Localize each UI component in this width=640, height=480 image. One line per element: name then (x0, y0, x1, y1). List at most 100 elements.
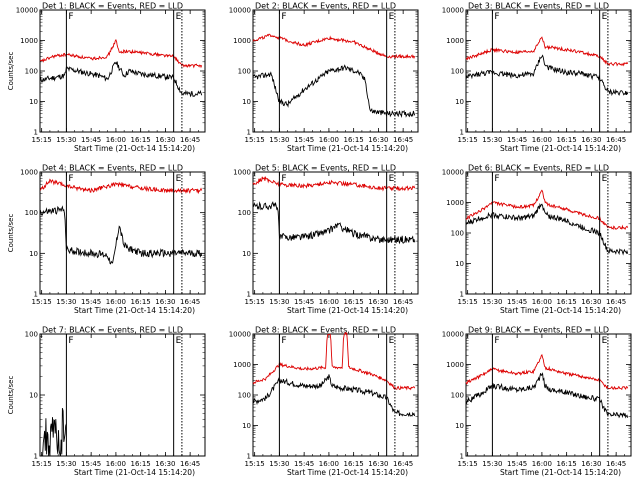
event-marker-label: F (68, 336, 73, 346)
x-tick-label: 16:00 (319, 298, 339, 306)
event-marker-label: E (602, 174, 608, 184)
detector-panel-9: Det 9: BLACK = Events, RED = LLD 15:15 15:… (442, 326, 632, 477)
y-tick-label: 1 (460, 453, 464, 461)
events-series-line (465, 202, 629, 256)
x-tick-label: 16:45 (393, 460, 413, 468)
x-tick-label: 15:30 (56, 298, 76, 306)
y-tick-label: 1000 (233, 169, 251, 177)
y-tick-label: 10000 (229, 7, 251, 15)
y-tick-label: 1 (247, 129, 251, 137)
y-tick-label: 10 (242, 250, 251, 258)
y-tick-label: 1 (247, 291, 251, 299)
chart-title: Det 4: BLACK = Events, RED = LLD (42, 164, 183, 173)
x-tick-label: 15:45 (294, 298, 314, 306)
x-axis-label: Start Time (21-Oct-14 15:14:20) (74, 144, 195, 153)
y-tick-label: 1000 (446, 361, 464, 369)
x-tick-label: 16:45 (606, 136, 626, 144)
detector-panel-4: Det 4: BLACK = Events, RED = LLD 15:15 15:… (7, 164, 206, 315)
lld-series-line (465, 189, 629, 231)
chart-title: Det 5: BLACK = Events, RED = LLD (255, 164, 396, 173)
events-series-line (465, 372, 629, 419)
y-tick-label: 100 (238, 68, 251, 76)
x-tick-label: 16:45 (180, 460, 200, 468)
y-axis-label: Counts/sec (7, 52, 15, 91)
y-axis-label: Counts/sec (7, 214, 15, 253)
event-marker-label: F (281, 12, 286, 22)
y-axis-label: Counts/sec (7, 376, 15, 415)
y-tick-label: 10000 (442, 169, 464, 177)
x-tick-label: 16:00 (532, 460, 552, 468)
x-tick-label: 15:45 (507, 298, 527, 306)
y-tick-label: 100 (451, 230, 464, 238)
x-tick-label: 15:30 (482, 460, 502, 468)
lld-series-line (39, 38, 203, 69)
x-tick-label: 16:00 (106, 136, 126, 144)
x-tick-label: 15:30 (269, 298, 289, 306)
x-tick-label: 15:30 (269, 136, 289, 144)
y-tick-label: 1000 (20, 37, 38, 45)
chart-title: Det 2: BLACK = Events, RED = LLD (255, 2, 396, 11)
y-tick-label: 1 (34, 453, 38, 461)
y-tick-label: 100 (25, 209, 38, 217)
x-tick-label: 16:15 (557, 460, 577, 468)
x-tick-label: 16:00 (319, 460, 339, 468)
events-series-line (39, 205, 203, 265)
event-marker-label: F (494, 336, 499, 346)
x-tick-label: 16:45 (180, 298, 200, 306)
x-axis-label: Start Time (21-Oct-14 15:14:20) (74, 468, 195, 477)
lld-series-line (252, 176, 416, 192)
x-tick-label: 15:30 (269, 460, 289, 468)
plot-frame (39, 9, 206, 133)
x-tick-label: 15:15 (458, 136, 478, 144)
x-tick-label: 16:15 (557, 136, 577, 144)
x-tick-label: 15:15 (245, 298, 265, 306)
x-tick-label: 15:30 (56, 136, 76, 144)
x-tick-label: 15:45 (507, 460, 527, 468)
events-series-line (252, 201, 416, 245)
x-tick-label: 15:45 (294, 136, 314, 144)
event-marker-label: E (176, 12, 182, 22)
event-marker-label: E (389, 336, 395, 346)
x-axis-label: Start Time (21-Oct-14 15:14:20) (287, 306, 408, 315)
y-tick-label: 1 (34, 291, 38, 299)
y-tick-label: 1 (34, 129, 38, 137)
detector-panel-7: Det 7: BLACK = Events, RED = LLD 15:15 15:… (7, 326, 206, 477)
chart-title: Det 7: BLACK = Events, RED = LLD (42, 326, 183, 335)
x-tick-label: 16:00 (106, 298, 126, 306)
x-tick-label: 15:15 (458, 298, 478, 306)
y-tick-label: 10000 (442, 331, 464, 339)
event-marker-label: E (602, 12, 608, 22)
x-tick-label: 16:00 (319, 136, 339, 144)
y-tick-label: 1000 (233, 361, 251, 369)
event-marker-label: F (494, 12, 499, 22)
x-tick-label: 16:15 (557, 298, 577, 306)
plot-frame (465, 333, 632, 457)
y-tick-label: 100 (238, 209, 251, 217)
lld-series-line (465, 353, 629, 391)
x-axis-label: Start Time (21-Oct-14 15:14:20) (287, 144, 408, 153)
event-marker-label: E (176, 174, 182, 184)
lld-series-line (252, 33, 416, 60)
x-tick-label: 15:45 (81, 136, 101, 144)
y-tick-label: 10 (455, 260, 464, 268)
x-tick-label: 16:30 (155, 460, 175, 468)
event-marker-label: F (281, 174, 286, 184)
y-tick-label: 1000 (233, 37, 251, 45)
event-marker-label: F (68, 12, 73, 22)
plot-frame (39, 171, 206, 295)
events-series-line (252, 64, 416, 118)
y-tick-label: 1000 (446, 199, 464, 207)
x-tick-label: 16:45 (393, 298, 413, 306)
event-marker-label: F (494, 174, 499, 184)
y-tick-label: 10 (242, 98, 251, 106)
lld-series-line (252, 331, 416, 391)
x-tick-label: 16:15 (131, 460, 151, 468)
x-tick-label: 16:30 (368, 460, 388, 468)
detector-panel-2: Det 2: BLACK = Events, RED = LLD 15:15 15:… (229, 2, 419, 153)
chart-title: Det 6: BLACK = Events, RED = LLD (468, 164, 609, 173)
chart-title: Det 3: BLACK = Events, RED = LLD (468, 2, 609, 11)
y-tick-label: 10000 (16, 7, 38, 15)
x-tick-label: 15:15 (245, 136, 265, 144)
x-tick-label: 16:30 (155, 136, 175, 144)
